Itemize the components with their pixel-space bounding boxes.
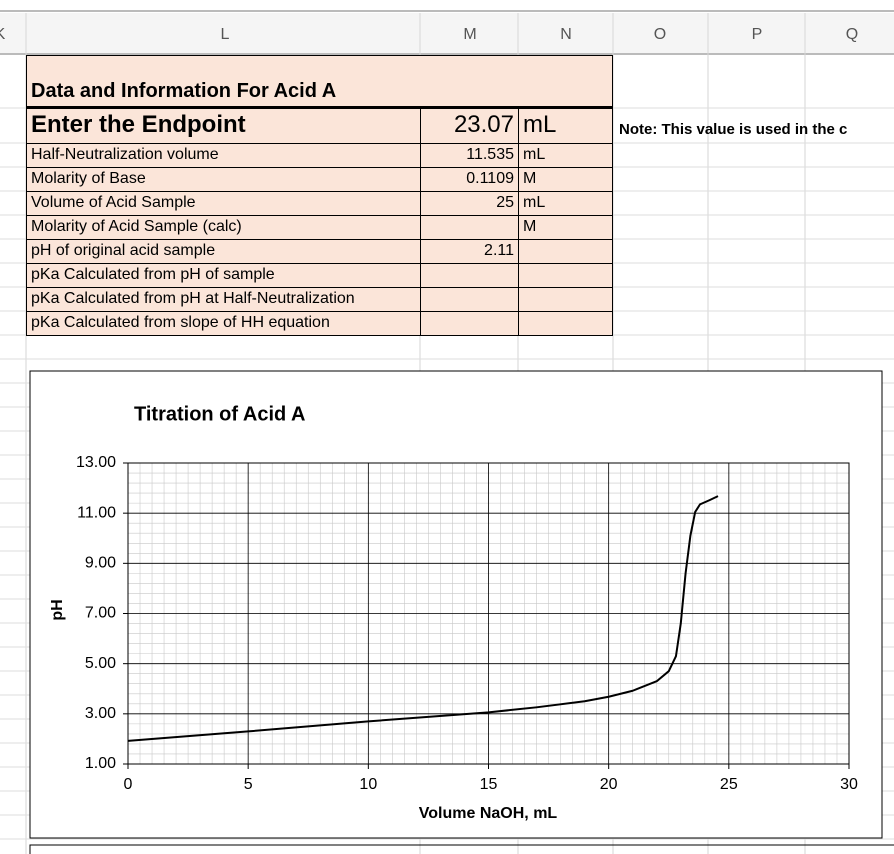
next-chart-frame: [29, 844, 894, 854]
y-tick-label: 9.00: [85, 555, 116, 572]
y-tick-label: 7.00: [85, 605, 116, 622]
row-label: pKa Calculated from pH of sample: [26, 263, 421, 288]
column-header: M: [463, 26, 476, 43]
column-header: Q: [846, 26, 858, 43]
row-value: 25: [420, 191, 519, 216]
row-unit: M: [518, 215, 613, 240]
row-unit: mL: [518, 191, 613, 216]
note: Note: This value is used in the c: [619, 121, 848, 138]
y-tick-label: 5.00: [85, 655, 116, 672]
row-unit: [518, 311, 613, 336]
x-tick-label: 30: [840, 776, 858, 793]
row-label: Volume of Acid Sample: [26, 191, 421, 216]
chart-title: Titration of Acid A: [134, 403, 305, 425]
row-label: Molarity of Acid Sample (calc): [26, 215, 421, 240]
y-tick-label: 3.00: [85, 705, 116, 722]
plot-frame: [127, 462, 850, 765]
table-title: Data and Information For Acid A: [26, 55, 613, 109]
row-label: Half-Neutralization volume: [26, 143, 421, 168]
x-tick-label: 25: [720, 776, 738, 793]
header-row: [0, 13, 894, 54]
row-unit: [518, 263, 613, 288]
column-header: O: [654, 26, 666, 43]
x-tick-label: 15: [480, 776, 498, 793]
column-header: N: [560, 26, 572, 43]
y-tick-label: 1.00: [85, 755, 116, 772]
x-tick-label: 10: [359, 776, 377, 793]
column-header: K: [0, 26, 6, 43]
column-header: L: [221, 26, 230, 43]
row-value: [420, 311, 519, 336]
y-axis-label: pH: [49, 599, 66, 620]
row-label: pKa Calculated from slope of HH equation: [26, 311, 421, 336]
row-unit: [518, 287, 613, 312]
x-tick-label: 5: [244, 776, 253, 793]
y-tick-label: 13.00: [76, 454, 116, 471]
row-value: 11.535: [420, 143, 519, 168]
x-tick-label: 0: [124, 776, 133, 793]
data-line: [127, 495, 719, 742]
row-value: 23.07: [420, 108, 519, 144]
chart-frame: [29, 370, 883, 839]
y-tick-label: 11.00: [77, 504, 116, 521]
x-tick-label: 20: [600, 776, 618, 793]
row-label: Enter the Endpoint: [26, 108, 421, 144]
row-unit: mL: [518, 108, 613, 144]
x-axis-label: Volume NaOH, mL: [419, 805, 558, 822]
row-label: pH of original acid sample: [26, 239, 421, 264]
column-header: P: [752, 26, 763, 43]
row-label: pKa Calculated from pH at Half-Neutraliz…: [26, 287, 421, 312]
row-unit: M: [518, 167, 613, 192]
